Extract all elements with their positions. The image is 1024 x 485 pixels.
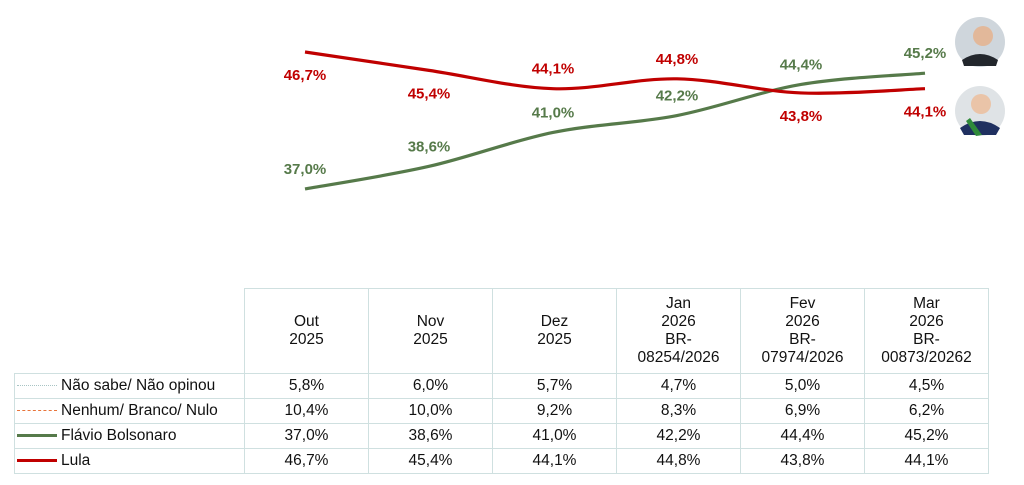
table-cell: 44,8% (616, 448, 741, 474)
data-label: 46,7% (284, 67, 327, 84)
header-line: Fev (789, 295, 816, 312)
legend-label: Flávio Bolsonaro (61, 427, 177, 444)
legend-label: Não sabe/ Não opinou (61, 377, 216, 394)
table-header-row: Out 2025 Nov 2025 Dez 2025 Jan 2026 BR- 08254/202… (14, 288, 989, 374)
table-cell: 4,7% (616, 373, 741, 399)
legend-label: Nenhum/ Branco/ Nulo (61, 402, 218, 419)
table-cell: 45,2% (864, 423, 989, 449)
header-line: Out (294, 313, 319, 330)
legend-swatch (17, 459, 57, 463)
legend-swatch (17, 410, 57, 412)
header-line: BR- (665, 331, 692, 348)
legend-label: Lula (61, 452, 91, 469)
data-label: 42,2% (656, 88, 699, 105)
legend-cell: Lula (14, 448, 245, 474)
header-line: Nov (416, 313, 445, 330)
legend-cell: Flávio Bolsonaro (14, 423, 245, 449)
table-cell: 8,3% (616, 398, 741, 424)
table-cell: 6,0% (368, 373, 493, 399)
blank-cell (14, 288, 245, 374)
table-cell: 37,0% (244, 423, 369, 449)
table-row: Lula 46,7% 45,4% 44,1% 44,8% 43,8% 44,1% (14, 448, 989, 474)
table-cell: 45,4% (368, 448, 493, 474)
table-cell: 6,9% (740, 398, 865, 424)
header-line: 2026 (909, 313, 944, 330)
column-header: Mar 2026 BR- 00873/20262 (864, 288, 989, 374)
column-header: Nov 2025 (368, 288, 493, 374)
data-label: 44,8% (656, 51, 699, 68)
data-label: 44,1% (532, 61, 575, 78)
table-cell: 4,5% (864, 373, 989, 399)
header-line: Dez (540, 313, 569, 330)
table-cell: 5,0% (740, 373, 865, 399)
table-cell: 44,1% (492, 448, 617, 474)
legend-cell: Nenhum/ Branco/ Nulo (14, 398, 245, 424)
data-label: 44,4% (780, 56, 823, 73)
header-line: 08254/2026 (637, 349, 720, 366)
header-line: 2026 (785, 313, 820, 330)
header-line: 2026 (661, 313, 696, 330)
table-row: Não sabe/ Não opinou 5,8% 6,0% 5,7% 4,7% 5,0%… (14, 373, 989, 399)
header-line: 00873/20262 (881, 349, 972, 366)
data-label: 43,8% (780, 108, 823, 125)
data-label: 38,6% (408, 138, 451, 155)
table-cell: 44,4% (740, 423, 865, 449)
legend-swatch (17, 385, 57, 387)
table-cell: 43,8% (740, 448, 865, 474)
column-header: Out 2025 (244, 288, 369, 374)
table-cell: 5,8% (244, 373, 369, 399)
data-label: 44,1% (904, 104, 947, 121)
legend-swatch (17, 434, 57, 438)
table-cell: 41,0% (492, 423, 617, 449)
avatar-flavio-bolsonaro (955, 17, 1005, 67)
table-cell: 42,2% (616, 423, 741, 449)
table-cell: 9,2% (492, 398, 617, 424)
column-header: Fev 2026 BR- 07974/2026 (740, 288, 865, 374)
header-line: Jan (666, 295, 691, 312)
table-row: Nenhum/ Branco/ Nulo 10,4% 10,0% 9,2% 8,3% 6,… (14, 398, 989, 424)
table-cell: 5,7% (492, 373, 617, 399)
header-line: BR- (789, 331, 816, 348)
table-cell: 10,0% (368, 398, 493, 424)
table-cell: 44,1% (864, 448, 989, 474)
header-line: 07974/2026 (761, 349, 844, 366)
series-line-flavio (304, 71, 926, 191)
table-cell: 38,6% (368, 423, 493, 449)
column-header: Dez 2025 (492, 288, 617, 374)
table-cell: 6,2% (864, 398, 989, 424)
legend-cell: Não sabe/ Não opinou (14, 373, 245, 399)
header-line: 2025 (537, 331, 572, 348)
table-row: Flávio Bolsonaro 37,0% 38,6% 41,0% 42,2% 44,4… (14, 423, 989, 449)
table-cell: 10,4% (244, 398, 369, 424)
header-line: BR- (913, 331, 940, 348)
line-chart: 37,0% 38,6% 41,0% 42,2% 44,4% 45,2% 46,7% 45,4%… (284, 17, 1005, 191)
data-label: 37,0% (284, 161, 327, 178)
header-line: 2025 (413, 331, 448, 348)
column-header: Jan 2026 BR- 08254/2026 (616, 288, 741, 374)
data-table: Out 2025 Nov 2025 Dez 2025 Jan 2026 BR- 08254/202… (14, 288, 989, 474)
series-line-lula (304, 50, 926, 95)
data-label: 45,4% (408, 85, 451, 102)
avatar-lula (955, 86, 1005, 136)
data-label: 41,0% (532, 104, 575, 121)
header-line: 2025 (289, 331, 324, 348)
table-cell: 46,7% (244, 448, 369, 474)
header-line: Mar (913, 295, 940, 312)
data-label: 45,2% (904, 45, 947, 62)
